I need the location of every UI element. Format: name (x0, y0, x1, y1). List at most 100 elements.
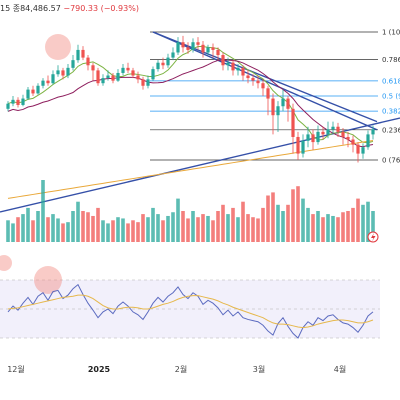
header-change: −790.33 (−0.93%) (63, 4, 139, 13)
volume-bar (71, 211, 75, 242)
fib-level-label: 0.5 (9 (382, 93, 400, 101)
candle-body (166, 57, 170, 66)
candle-body (81, 49, 85, 58)
volume-bar (221, 204, 225, 242)
volume-bar (371, 211, 375, 242)
candle-body (361, 147, 365, 154)
volume-bar (6, 220, 10, 242)
chart-header: 15 종84,486.57 −790.33 (−0.93%) (0, 3, 139, 14)
volume-bar (116, 217, 120, 242)
volume-bar (156, 214, 160, 242)
volume-bar (166, 215, 170, 242)
volume-bar (151, 207, 155, 242)
candle-body (176, 42, 180, 53)
volume-bar (171, 212, 175, 242)
fib-level-label: 0.382 (382, 108, 400, 116)
highlight-marker (34, 266, 62, 294)
candle-body (11, 99, 15, 104)
candle-body (111, 75, 115, 81)
candle-body (76, 49, 80, 61)
volume-bar (321, 217, 325, 242)
candle-body (231, 62, 235, 71)
candle-body (26, 89, 30, 99)
volume-bar (96, 207, 100, 242)
volume-bar (76, 201, 80, 242)
candle-body (341, 131, 345, 137)
candle-body (136, 75, 140, 80)
volume-bar (231, 207, 235, 242)
candle-body (206, 47, 210, 53)
volume-bar (111, 220, 115, 242)
candle-body (211, 47, 215, 50)
candle-body (126, 67, 130, 71)
volume-bar (176, 198, 180, 242)
header-close: 종84,486.57 (12, 4, 61, 13)
volume-bar (121, 218, 125, 242)
candle-body (266, 88, 270, 99)
volume-bar (341, 212, 345, 242)
volume-bar (61, 223, 65, 242)
volume-bar (86, 212, 90, 242)
fib-level-label: 1 (10 (382, 29, 400, 37)
candle-body (6, 103, 10, 109)
candle-body (251, 78, 255, 81)
volume-bar (356, 198, 360, 242)
volume-bar (311, 214, 315, 242)
x-tick-label: 4월 (334, 364, 346, 374)
volume-bar (336, 217, 340, 242)
fib-level-label: 0 (76 (382, 157, 400, 165)
candle-body (296, 136, 300, 154)
candle-body (291, 108, 295, 137)
volume-bar (346, 211, 350, 242)
volume-bar (296, 186, 300, 242)
candle-body (96, 70, 100, 84)
candle-body (141, 79, 145, 86)
candle-body (56, 70, 60, 75)
volume-bar (236, 217, 240, 242)
candle-body (186, 47, 190, 50)
volume-bar (51, 214, 55, 242)
volume-bar (31, 220, 35, 242)
candle-body (106, 75, 110, 79)
volume-bar (361, 204, 365, 242)
volume-bar (91, 215, 95, 242)
candle-body (331, 126, 335, 130)
volume-bar (181, 211, 185, 242)
volume-bar (246, 214, 250, 242)
volume-bar (201, 214, 205, 242)
volume-bar (281, 211, 285, 242)
candle-body (171, 52, 175, 58)
fib-level-label: 0.236 (382, 126, 400, 134)
volume-bar (286, 204, 290, 242)
candle-body (371, 129, 375, 135)
candle-body (316, 131, 320, 143)
volume-bar (191, 211, 195, 242)
volume-bar (331, 215, 335, 242)
rsi-band (0, 280, 380, 338)
volume-bar (186, 218, 190, 242)
candle-body (286, 98, 290, 109)
lightning-glyph (371, 233, 376, 242)
x-tick-label: 3월 (253, 364, 265, 374)
candle-body (276, 106, 280, 116)
fib-level-label: 0.786 (382, 56, 400, 64)
volume-bar (366, 201, 370, 242)
candle-body (161, 62, 165, 66)
fib-level-label: 0.618 (382, 77, 400, 85)
candle-body (116, 72, 120, 81)
volume-bar (351, 207, 355, 242)
candle-body (201, 44, 205, 53)
highlight-marker (0, 255, 12, 271)
trend-line (152, 31, 378, 123)
volume-bar (316, 211, 320, 242)
candle-body (61, 70, 65, 76)
x-tick-label: 2월 (175, 364, 187, 374)
volume-bar (131, 220, 135, 242)
candle-body (41, 80, 45, 86)
candle-body (16, 99, 20, 105)
volume-bar (26, 207, 30, 242)
candle-body (151, 69, 155, 80)
volume-bar (226, 214, 230, 242)
candle-body (306, 134, 310, 141)
